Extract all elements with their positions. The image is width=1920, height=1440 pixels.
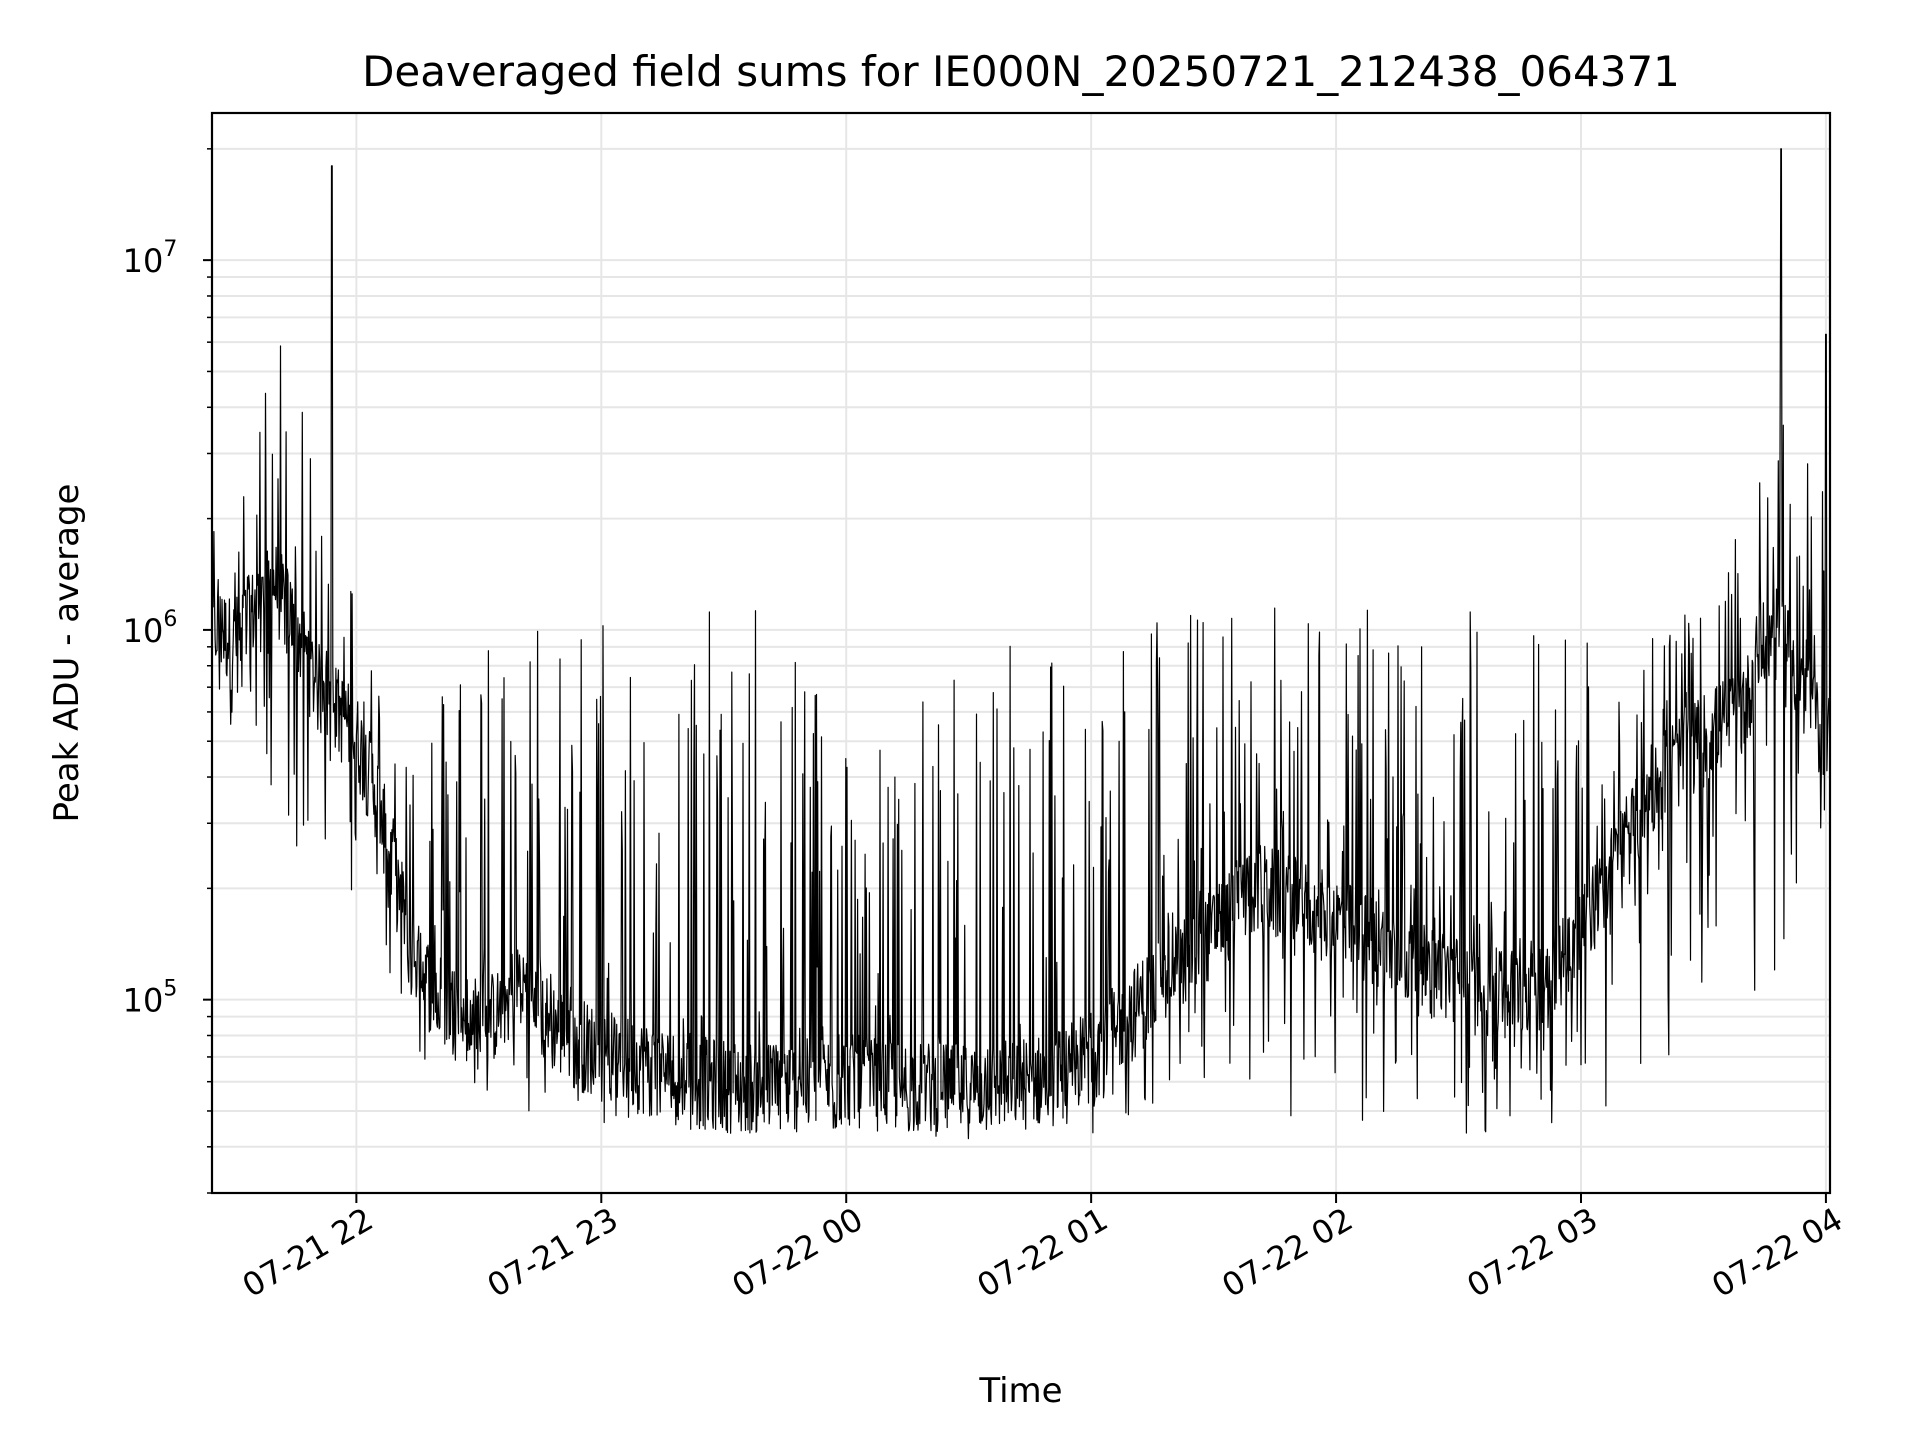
data-line-layer	[211, 148, 1831, 1140]
y-tick-label-exponent: 6	[163, 607, 177, 632]
y-axis-label: Peak ADU - average	[47, 484, 87, 823]
y-tick-label-base: 10	[123, 242, 164, 280]
chart-title: Deaveraged field sums for IE000N_2025072…	[362, 47, 1680, 96]
y-tick-label: 105	[123, 977, 178, 1020]
series-line	[211, 148, 1831, 1140]
y-tick-label: 107	[123, 237, 178, 280]
y-tick-label: 106	[123, 607, 178, 650]
y-tick-label-exponent: 7	[163, 237, 177, 262]
y-tick-label-base: 10	[123, 982, 164, 1020]
y-tick-label-base: 10	[123, 612, 164, 650]
x-axis-label: Time	[978, 1371, 1062, 1411]
plot-frame	[210, 111, 1832, 1195]
y-tick-label-exponent: 5	[163, 977, 177, 1002]
